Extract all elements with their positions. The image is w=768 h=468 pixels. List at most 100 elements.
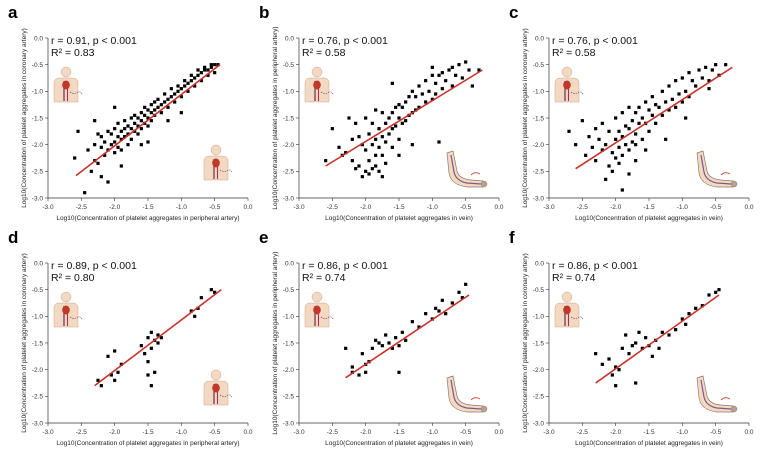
data-point	[450, 84, 454, 88]
data-point	[607, 164, 611, 168]
panel-letter: f	[509, 228, 515, 247]
data-point	[143, 352, 147, 356]
x-tick-label: -2.5	[577, 204, 589, 211]
y-axis-label: Log10(Concentration of platelet aggregat…	[21, 28, 28, 208]
data-point	[126, 143, 130, 147]
data-point	[457, 290, 461, 294]
data-point	[173, 100, 177, 104]
x-axis-label: Log10(Concentration of platelet aggregat…	[575, 215, 723, 222]
data-point	[374, 338, 378, 342]
x-tick-label: -3.0	[42, 204, 54, 211]
data-point	[146, 124, 150, 128]
data-point	[617, 145, 621, 149]
data-point	[600, 148, 604, 152]
data-point	[434, 81, 438, 85]
y-tick-label: -1.0	[283, 314, 295, 321]
data-point	[394, 124, 398, 128]
y-tick-label: -2.0	[533, 367, 545, 374]
data-point	[136, 116, 140, 120]
panel-a: a -3.0 -2.5 -2.0 -1.5 -1.0 -0.5 0.0 -3.0 -2.5 -2.0…	[8, 3, 253, 222]
data-point	[627, 352, 631, 356]
data-point	[460, 76, 464, 80]
data-point	[186, 89, 190, 93]
data-point	[704, 65, 708, 69]
data-point	[350, 137, 354, 141]
data-point	[149, 384, 153, 388]
data-point	[360, 352, 364, 356]
data-point	[390, 346, 394, 350]
data-point	[93, 119, 97, 123]
data-point	[397, 153, 401, 157]
data-point	[360, 143, 364, 147]
data-point	[424, 79, 428, 83]
data-point	[116, 370, 120, 374]
data-point	[364, 370, 368, 374]
data-point	[209, 288, 213, 292]
data-point	[630, 344, 634, 348]
data-point	[627, 148, 631, 152]
stat-annotation: r = 0.86, p < 0.001	[552, 260, 638, 272]
data-point	[700, 76, 704, 80]
x-tick-label: -2.0	[610, 204, 622, 211]
x-tick-label: -2.5	[76, 429, 88, 436]
data-point	[76, 129, 80, 133]
data-point	[377, 169, 381, 173]
y-tick-label: -2.0	[533, 142, 545, 149]
x-tick-label: -1.5	[643, 429, 655, 436]
y-tick-label: -2.5	[32, 169, 44, 176]
data-point	[637, 105, 641, 109]
data-point	[179, 95, 183, 99]
data-point	[370, 346, 374, 350]
data-point	[357, 164, 361, 168]
y-axis-label: Log10(Concentration of platelet aggregat…	[522, 28, 529, 208]
data-point	[186, 81, 190, 85]
data-point	[374, 108, 378, 112]
data-point	[604, 177, 608, 181]
arm-vein-icon	[446, 375, 488, 413]
x-tick-label: -2.5	[76, 204, 88, 211]
data-point	[133, 121, 137, 125]
data-point	[640, 137, 644, 141]
data-point	[123, 127, 127, 131]
x-tick-label: -1.5	[643, 204, 655, 211]
data-point	[159, 111, 163, 115]
data-point	[136, 124, 140, 128]
panel-e: e -3.0 -2.5 -2.0 -1.5 -1.0 -0.5 0.0 -3.0 -2.5 -2.0…	[259, 228, 504, 447]
data-point	[654, 103, 658, 107]
data-point	[73, 156, 77, 160]
torso-body-icon	[203, 369, 233, 406]
arm-vein-icon	[696, 150, 738, 188]
x-tick-label: 0.0	[494, 204, 503, 211]
data-point	[209, 63, 213, 67]
data-point	[417, 84, 421, 88]
stat-annotation: r = 0.89, p < 0.001	[51, 260, 137, 272]
data-point	[687, 71, 691, 75]
data-point	[113, 127, 117, 131]
data-point	[183, 79, 187, 83]
data-point	[680, 317, 684, 321]
y-tick-label: 0.0	[34, 260, 43, 267]
data-point	[377, 341, 381, 345]
data-point	[644, 148, 648, 152]
x-tick-label: -1.0	[677, 429, 689, 436]
data-point	[434, 306, 438, 310]
data-point	[614, 116, 618, 120]
data-point	[380, 135, 384, 139]
x-tick-label: -1.0	[427, 429, 439, 436]
y-tick-label: -0.5	[32, 287, 44, 294]
data-point	[650, 354, 654, 358]
data-point	[617, 161, 621, 165]
arm-vein-icon	[696, 375, 738, 413]
data-point	[380, 153, 384, 157]
data-point	[106, 354, 110, 358]
data-point	[129, 137, 133, 141]
data-point	[620, 135, 624, 139]
x-tick-label: -0.5	[710, 429, 722, 436]
data-point	[677, 92, 681, 96]
x-tick-label: -2.0	[360, 429, 372, 436]
data-point	[149, 103, 153, 107]
data-point	[667, 333, 671, 337]
data-point	[189, 79, 193, 83]
